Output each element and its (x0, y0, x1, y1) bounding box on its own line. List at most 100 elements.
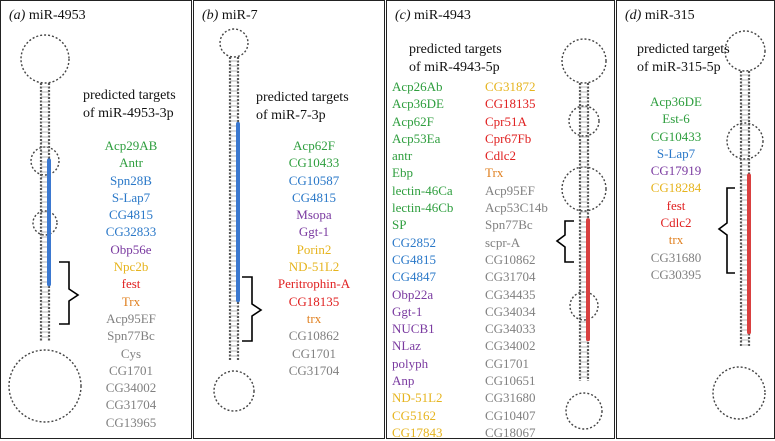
target-gene: CG31872 (485, 79, 536, 94)
target-bracket (59, 261, 80, 325)
target-gene: CG10433 (288, 155, 340, 171)
target-gene: CG5162 (392, 407, 437, 423)
panel-title: (b) miR-7 (202, 8, 258, 23)
target-gene: polyph (392, 355, 429, 371)
panel-title: (d) miR-315 (625, 8, 695, 23)
target-gene: CG34033 (485, 321, 536, 337)
target-gene: Obp22a (392, 286, 434, 302)
target-bracket (717, 187, 735, 274)
target-gene: Est-6 (662, 111, 690, 127)
target-gene: ND-51L2 (392, 390, 443, 406)
target-gene: Ebp (392, 165, 413, 181)
target-gene: Spn77Bc (485, 217, 533, 233)
target-gene: CG1701 (291, 345, 337, 361)
target-list-column-1: Acp26Ab Acp36DE Acp62F Acp53Ea antr Ebp lectin… (392, 78, 482, 441)
internal-loop (568, 105, 600, 137)
targets-heading: predicted targets of miR-4943-5p (409, 42, 502, 75)
target-gene: CG18135 (485, 96, 536, 112)
base-loop (8, 349, 82, 423)
target-gene: CG18067 (485, 424, 536, 440)
target-gene: CG17843 (392, 424, 443, 440)
target-gene: CG34034 (485, 303, 536, 319)
internal-loop (32, 210, 58, 236)
panel-a: (a) miR-4953 predicted targets of miR-49… (0, 0, 192, 439)
target-gene: Trx (485, 165, 504, 181)
target-gene: Acp53C14b (485, 200, 548, 216)
target-gene: CG4815 (108, 207, 154, 223)
target-gene: CG31704 (105, 397, 157, 413)
hairpin-structure (561, 38, 607, 430)
target-gene: CG32833 (105, 224, 157, 240)
target-gene: Acp95EF (106, 310, 156, 326)
target-gene: CG34002 (105, 380, 157, 396)
target-gene: CG17919 (650, 163, 702, 179)
target-gene: trx (306, 310, 322, 326)
target-gene: Cys (120, 345, 142, 361)
target-gene: CG2852 (392, 234, 437, 250)
base-loop (712, 366, 766, 420)
target-gene: CG31704 (288, 362, 340, 378)
target-gene: Msopa (296, 207, 332, 223)
target-gene: CG10862 (288, 328, 340, 344)
panel-title: (a) miR-4953 (9, 8, 86, 23)
target-gene: ND-51L2 (288, 259, 340, 275)
target-gene: Obp56e (110, 241, 152, 257)
target-gene: CG34002 (485, 338, 536, 354)
target-gene: CG34435 (485, 286, 536, 302)
panel-c: (c) miR-4943 predicted targets of miR-49… (386, 0, 615, 441)
target-gene: fest (121, 276, 141, 292)
target-gene: Antr (119, 155, 143, 171)
target-gene: CG10862 (485, 251, 536, 267)
target-gene: CG18284 (650, 180, 702, 196)
target-gene: SP (392, 217, 407, 233)
terminal-loop (219, 28, 249, 58)
target-list: Acp62F CG10433 CG10587 CG4815 Msopa Ggt-1 Pori… (248, 137, 380, 379)
target-gene: Cdlc2 (660, 215, 692, 231)
panel-title: (c) miR-4943 (395, 8, 471, 23)
target-gene: Peritrophin-A (277, 276, 351, 292)
hairpin-structure (213, 28, 255, 412)
hairpin-structure (8, 34, 82, 423)
target-gene: CG10433 (650, 128, 702, 144)
terminal-loop (724, 30, 766, 72)
target-list: Acp29AB Antr Spn28B S-Lap7 CG4815 CG32833 Obp5… (75, 137, 187, 431)
target-gene: S-Lap7 (111, 189, 151, 205)
targets-heading: predicted targets of miR-4953-3p (83, 88, 176, 121)
target-bracket (555, 220, 574, 263)
target-gene: CG31680 (485, 390, 536, 406)
target-gene: Porin2 (296, 241, 332, 257)
targets-heading: predicted targets of miR-315-5p (637, 42, 730, 75)
target-gene: Acp53Ea (392, 130, 441, 146)
target-gene: Acp95EF (485, 182, 535, 198)
targets-heading: predicted targets of miR-7-3p (256, 90, 349, 123)
target-gene: Spn28B (110, 172, 152, 188)
target-gene: CG30395 (650, 266, 702, 282)
target-gene: fest (666, 197, 686, 213)
target-gene: Trx (121, 293, 141, 309)
target-gene: Acp36DE (650, 94, 702, 109)
panel-b: (b) miR-7 predicted targets of miR-7-3p … (193, 0, 385, 439)
target-gene: CG4847 (392, 269, 437, 285)
hairpin-structure (712, 30, 766, 420)
terminal-loop (561, 38, 607, 84)
target-gene: CG10407 (485, 407, 536, 423)
target-gene: Acp36DE (392, 96, 444, 112)
terminal-loop (20, 34, 70, 84)
target-gene: CG18135 (288, 293, 340, 309)
target-gene: CG31704 (485, 269, 536, 285)
target-gene: CG10651 (485, 373, 536, 389)
target-gene: Npc2b (113, 259, 149, 275)
base-loop (565, 392, 603, 430)
target-gene: CG4815 (291, 189, 337, 205)
target-gene: S-Lap7 (656, 145, 696, 161)
target-gene: CG1701 (108, 362, 154, 378)
target-gene: Spn77Bc (107, 328, 155, 344)
target-gene: Cpr67Fb (485, 130, 532, 146)
target-gene: CG10587 (288, 172, 340, 188)
internal-loop (726, 122, 764, 160)
target-gene: Anp (392, 373, 415, 389)
target-gene: antr (392, 148, 413, 164)
target-bracket (242, 276, 263, 342)
target-gene: Acp62F (392, 113, 434, 129)
target-gene: trx (668, 232, 684, 248)
